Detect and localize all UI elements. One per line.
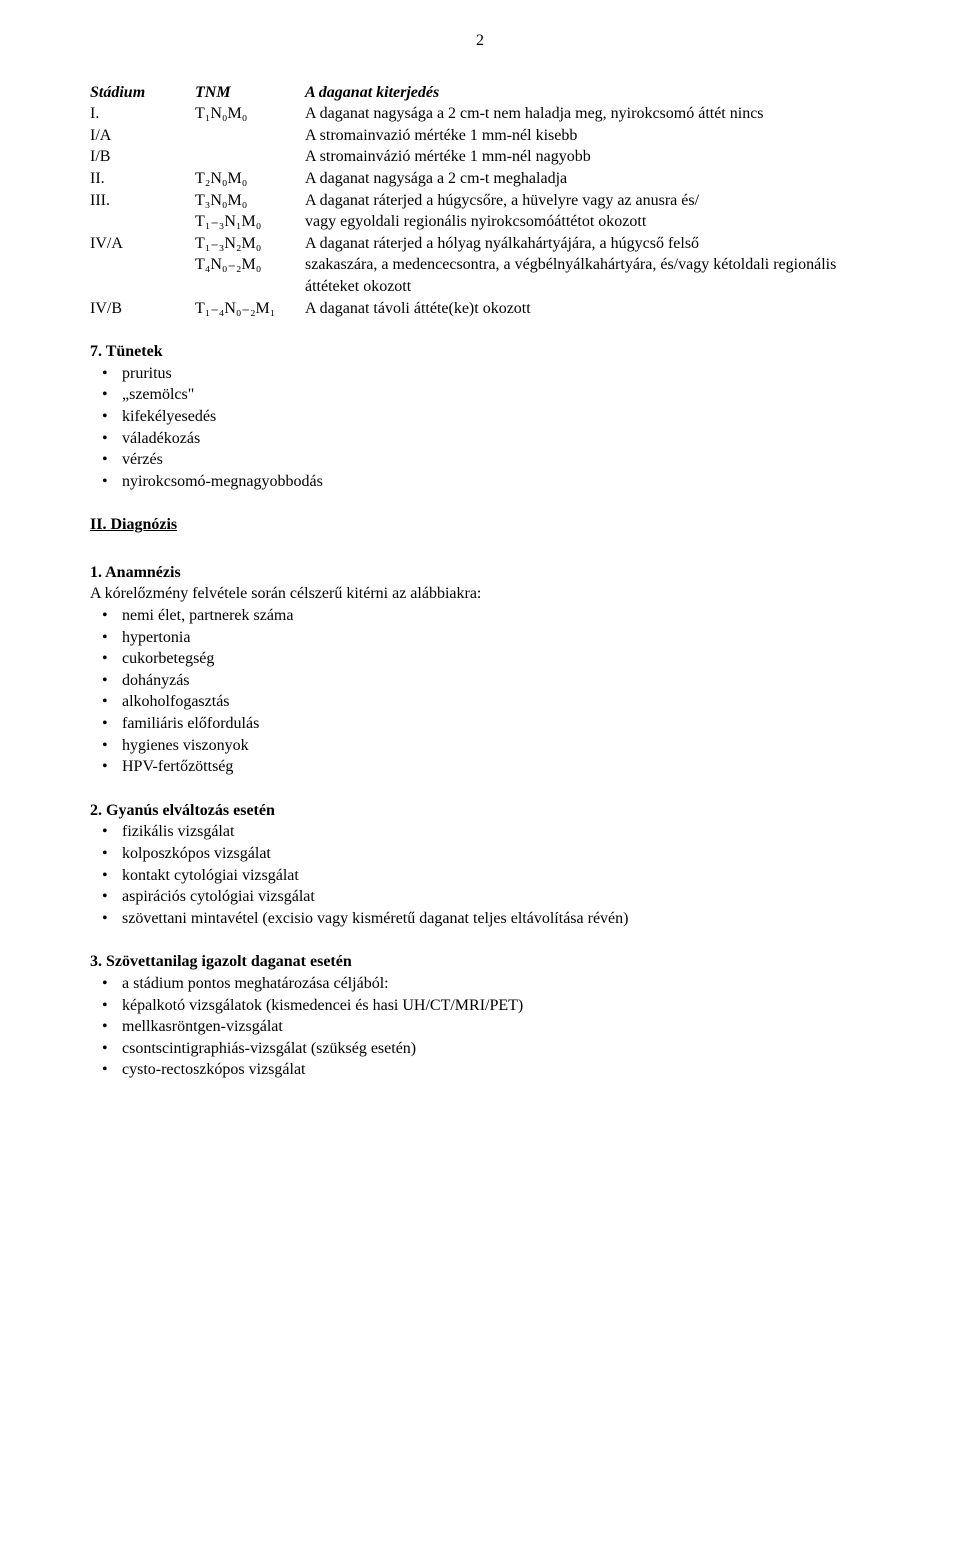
- cell-stadium: I/B: [90, 146, 195, 168]
- list-item: alkoholfogasztás: [90, 691, 870, 713]
- cell-tnm: T₂N₀M₀: [195, 168, 305, 190]
- list-item: hypertonia: [90, 627, 870, 649]
- list-item: képalkotó vizsgálatok (kismedencei és ha…: [90, 995, 870, 1017]
- staging-table: Stádium TNM A daganat kiterjedés I. T₁N₀…: [90, 82, 870, 320]
- section-3-list: a stádium pontos meghatározása céljából:…: [90, 973, 870, 1081]
- list-item: mellkasröntgen-vizsgálat: [90, 1016, 870, 1038]
- cell-stadium: III.: [90, 190, 195, 212]
- list-item: kolposzkópos vizsgálat: [90, 843, 870, 865]
- cell-desc: A stromainvázió mértéke 1 mm-nél nagyobb: [305, 146, 870, 168]
- header-tnm: TNM: [195, 82, 305, 104]
- list-item: cukorbetegség: [90, 648, 870, 670]
- cell-desc: A daganat távoli áttéte(ke)t okozott: [305, 298, 870, 320]
- list-item: „szemölcs": [90, 384, 870, 406]
- section-1-intro: A kórelőzmény felvétele során célszerű k…: [90, 583, 870, 605]
- cell-tnm: T₃N₀M₀: [195, 190, 305, 212]
- table-row: III. T₃N₀M₀ A daganat ráterjed a húgycső…: [90, 190, 870, 212]
- table-row: II. T₂N₀M₀ A daganat nagysága a 2 cm-t m…: [90, 168, 870, 190]
- table-row: IV/B T₁₋₄N₀₋₂M₁ A daganat távoli áttéte(…: [90, 298, 870, 320]
- table-row: I/A A stromainvazió mértéke 1 mm-nél kis…: [90, 125, 870, 147]
- cell-desc: A stromainvazió mértéke 1 mm-nél kisebb: [305, 125, 870, 147]
- table-row: T₄N₀₋₂M₀ szakaszára, a medencecsontra, a…: [90, 254, 870, 297]
- table-row: IV/A T₁₋₃N₂M₀ A daganat ráterjed a hólya…: [90, 233, 870, 255]
- list-item: nyirokcsomó-megnagyobbodás: [90, 471, 870, 493]
- cell-stadium: I/A: [90, 125, 195, 147]
- section-7-heading: 7. Tünetek: [90, 341, 870, 363]
- section-2-list: fizikális vizsgálat kolposzkópos vizsgál…: [90, 821, 870, 929]
- cell-desc: szakaszára, a medencecsontra, a végbélny…: [305, 254, 870, 297]
- list-item: kontakt cytológiai vizsgálat: [90, 865, 870, 887]
- list-item: hygienes viszonyok: [90, 735, 870, 757]
- cell-stadium: I.: [90, 103, 195, 125]
- list-item: dohányzás: [90, 670, 870, 692]
- list-item: kifekélyesedés: [90, 406, 870, 428]
- cell-desc: A daganat nagysága a 2 cm-t meghaladja: [305, 168, 870, 190]
- cell-tnm: T₁₋₃N₁M₀: [195, 211, 305, 233]
- table-row: T₁₋₃N₁M₀ vagy egyoldali regionális nyiro…: [90, 211, 870, 233]
- cell-desc: A daganat ráterjed a húgycsőre, a hüvely…: [305, 190, 870, 212]
- cell-tnm: T₁N₀M₀: [195, 103, 305, 125]
- cell-desc: vagy egyoldali regionális nyirokcsomóátt…: [305, 211, 870, 233]
- table-header-row: Stádium TNM A daganat kiterjedés: [90, 82, 870, 104]
- list-item: aspirációs cytológiai vizsgálat: [90, 886, 870, 908]
- header-desc: A daganat kiterjedés: [305, 82, 870, 104]
- cell-desc: A daganat ráterjed a hólyag nyálkahártyá…: [305, 233, 870, 255]
- header-stadium: Stádium: [90, 82, 195, 104]
- cell-tnm: T₄N₀₋₂M₀: [195, 254, 305, 276]
- section-1-list: nemi élet, partnerek száma hypertonia cu…: [90, 605, 870, 778]
- section-ii-heading: II. Diagnózis: [90, 514, 870, 536]
- cell-desc: A daganat nagysága a 2 cm-t nem haladja …: [305, 103, 870, 125]
- table-row: I. T₁N₀M₀ A daganat nagysága a 2 cm-t ne…: [90, 103, 870, 125]
- list-item: cysto-rectoszkópos vizsgálat: [90, 1059, 870, 1081]
- list-item: a stádium pontos meghatározása céljából:: [90, 973, 870, 995]
- section-1-heading: 1. Anamnézis: [90, 562, 870, 584]
- list-item: csontscintigraphiás-vizsgálat (szükség e…: [90, 1038, 870, 1060]
- section-2-heading: 2. Gyanús elváltozás esetén: [90, 800, 870, 822]
- list-item: HPV-fertőzöttség: [90, 756, 870, 778]
- list-item: nemi élet, partnerek száma: [90, 605, 870, 627]
- section-7-list: pruritus „szemölcs" kifekélyesedés válad…: [90, 363, 870, 493]
- cell-stadium: IV/A: [90, 233, 195, 255]
- list-item: váladékozás: [90, 428, 870, 450]
- cell-tnm: T₁₋₃N₂M₀: [195, 233, 305, 255]
- table-row: I/B A stromainvázió mértéke 1 mm-nél nag…: [90, 146, 870, 168]
- list-item: pruritus: [90, 363, 870, 385]
- section-3-heading: 3. Szövettanilag igazolt daganat esetén: [90, 951, 870, 973]
- list-item: familiáris előfordulás: [90, 713, 870, 735]
- list-item: szövettani mintavétel (excisio vagy kism…: [90, 908, 870, 930]
- page-number: 2: [90, 30, 870, 52]
- list-item: fizikális vizsgálat: [90, 821, 870, 843]
- list-item: vérzés: [90, 449, 870, 471]
- cell-stadium: IV/B: [90, 298, 195, 320]
- cell-stadium: II.: [90, 168, 195, 190]
- cell-tnm: T₁₋₄N₀₋₂M₁: [195, 298, 305, 320]
